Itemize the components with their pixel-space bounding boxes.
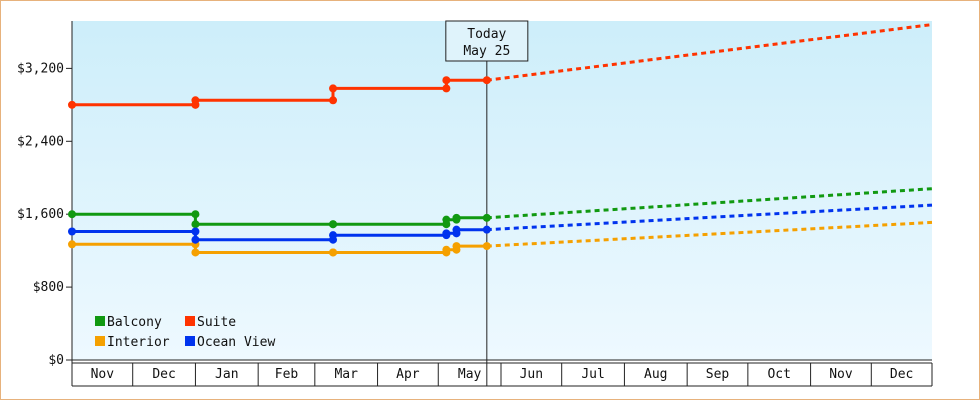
data-point bbox=[442, 84, 451, 93]
x-tick-label: Nov bbox=[829, 367, 853, 382]
data-point bbox=[482, 76, 491, 85]
data-point bbox=[191, 227, 200, 236]
data-point bbox=[191, 220, 200, 229]
x-tick-label: Feb bbox=[275, 367, 299, 382]
data-point bbox=[452, 213, 461, 222]
data-point bbox=[329, 231, 338, 240]
data-point bbox=[68, 210, 76, 219]
data-point bbox=[482, 242, 491, 251]
legend-swatch-suite bbox=[185, 316, 195, 326]
x-tick-label: Jun bbox=[520, 367, 543, 382]
data-point bbox=[68, 227, 76, 236]
x-tick-label: Mar bbox=[334, 367, 358, 382]
y-tick-label: $1,600 bbox=[17, 207, 64, 222]
x-tick-label: Dec bbox=[890, 367, 913, 382]
data-point bbox=[442, 229, 451, 238]
data-point bbox=[329, 96, 338, 105]
today-box bbox=[445, 20, 529, 62]
series-ocean-view bbox=[68, 203, 933, 244]
data-point bbox=[452, 242, 461, 251]
y-tick-label: $2,400 bbox=[17, 134, 64, 149]
x-tick-label: Jan bbox=[215, 367, 238, 382]
series-forecast-suite bbox=[486, 23, 933, 82]
data-point bbox=[329, 84, 338, 93]
data-point bbox=[482, 213, 491, 222]
series-layer bbox=[68, 23, 933, 257]
data-point bbox=[191, 235, 200, 244]
y-tick-label: $3,200 bbox=[17, 61, 64, 76]
data-point bbox=[191, 96, 200, 105]
y-tick-label: $800 bbox=[33, 280, 64, 295]
x-tick-label: Sep bbox=[706, 367, 730, 382]
x-tick-label: May bbox=[458, 367, 482, 382]
legend-swatch-interior bbox=[95, 336, 105, 346]
legend: Balcony Suite Interior Ocean View bbox=[95, 315, 275, 350]
data-point bbox=[482, 225, 491, 234]
today-marker: Today May 25 bbox=[445, 20, 529, 386]
data-point bbox=[191, 248, 200, 257]
data-point bbox=[191, 210, 200, 219]
x-tick-label: Aug bbox=[644, 367, 667, 382]
data-point bbox=[68, 100, 76, 109]
data-point bbox=[442, 76, 451, 85]
x-tick-label: Oct bbox=[767, 367, 790, 382]
series-balcony bbox=[68, 187, 933, 229]
axes: $0 $800 $1,600 $2,400 $3,200 Nov Dec Jan Feb Mar A… bbox=[17, 21, 933, 387]
legend-label-ocean-view: Ocean View bbox=[197, 335, 275, 350]
data-point bbox=[452, 225, 461, 234]
legend-label-suite: Suite bbox=[197, 315, 236, 330]
x-tick-label: Dec bbox=[152, 367, 175, 382]
x-tick-label: Jul bbox=[581, 367, 604, 382]
data-point bbox=[442, 245, 451, 254]
legend-label-interior: Interior bbox=[107, 335, 170, 350]
series-forecast-interior bbox=[486, 220, 933, 248]
legend-swatch-balcony bbox=[95, 316, 105, 326]
plot-background bbox=[72, 21, 932, 360]
series-interior bbox=[68, 220, 933, 257]
data-point bbox=[329, 220, 338, 229]
series-forecast-balcony bbox=[486, 187, 933, 220]
legend-label-balcony: Balcony bbox=[107, 315, 162, 330]
data-point bbox=[442, 215, 451, 224]
series-suite bbox=[68, 23, 933, 109]
x-tick-label: Apr bbox=[396, 367, 420, 382]
today-date-label: May 25 bbox=[463, 44, 510, 59]
today-label: Today bbox=[467, 27, 506, 42]
y-tick-label: $0 bbox=[48, 353, 64, 368]
series-forecast-ocean-view bbox=[486, 203, 933, 232]
data-point bbox=[329, 248, 338, 257]
x-tick-label: Nov bbox=[91, 367, 115, 382]
data-point bbox=[68, 240, 76, 249]
legend-swatch-ocean-view bbox=[185, 336, 195, 346]
